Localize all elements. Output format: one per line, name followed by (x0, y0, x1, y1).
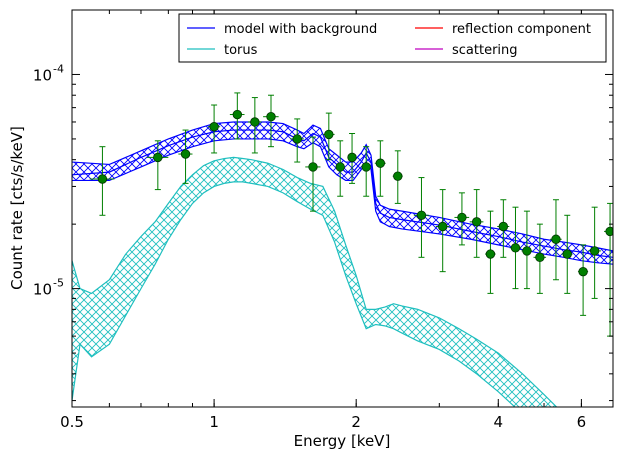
torus-lower-line (72, 181, 516, 407)
plot-frame (71, 9, 614, 408)
data-marker (250, 117, 260, 127)
model-mid-line (72, 129, 613, 258)
data-marker (180, 149, 191, 159)
data-marker (562, 249, 572, 259)
legend-label-torus: torus (224, 43, 258, 58)
y-tick-labels: 10-510-4 (33, 62, 64, 298)
data-marker (457, 212, 467, 223)
data-point (322, 112, 335, 161)
model-upper-line (72, 121, 613, 252)
data-point (509, 206, 522, 290)
data-marker (589, 246, 600, 256)
data-point (435, 189, 450, 273)
data-point (89, 146, 115, 216)
data-point (392, 150, 403, 204)
x-tick-label: 6 (577, 413, 587, 431)
data-point (374, 140, 386, 197)
data-point (588, 206, 601, 299)
data-point (533, 223, 547, 294)
legend-label-scattering: scattering (452, 43, 518, 58)
torus-band-fill (72, 157, 557, 407)
data-point (305, 136, 321, 212)
legend-box (178, 13, 607, 63)
data-point (146, 140, 169, 191)
data-marker (209, 122, 219, 132)
model-lower-line (72, 138, 613, 265)
data-marker (97, 174, 108, 184)
data-points (89, 92, 613, 337)
data-point (497, 199, 510, 258)
data-point (413, 177, 429, 258)
data-marker (375, 158, 386, 168)
data-marker (498, 221, 509, 232)
data-marker (471, 217, 482, 227)
data-point (454, 192, 470, 246)
data-marker (308, 162, 318, 172)
data-marker (266, 111, 276, 122)
data-point (604, 202, 613, 337)
data-point (577, 244, 589, 316)
model-band-fill (72, 121, 613, 265)
x-tick-labels: 0.5 1 2 4 6 (60, 413, 586, 431)
data-point (485, 210, 496, 294)
legend: model with background torus reflection c… (178, 13, 607, 63)
x-axis-label: Energy [keV] (294, 432, 391, 450)
data-point (361, 146, 372, 197)
legend-label-reflection: reflection component (452, 22, 591, 37)
data-marker (605, 226, 613, 237)
y-tick-exponent: -4 (53, 62, 64, 75)
data-marker (324, 129, 334, 140)
x-tick-label: 4 (494, 413, 504, 431)
data-marker (393, 171, 403, 181)
data-marker (535, 252, 545, 263)
y-tick-label: 10 (33, 66, 52, 84)
torus-upper-line (72, 156, 558, 407)
data-marker (232, 109, 243, 120)
model-band (72, 121, 613, 265)
data-point (561, 214, 573, 294)
x-tick-label: 0.5 (60, 413, 84, 431)
data-point (469, 189, 484, 258)
data-point (207, 104, 221, 154)
data-marker (510, 243, 521, 253)
data-point (229, 92, 245, 140)
data-point (521, 210, 533, 290)
x-tick-label: 1 (209, 413, 219, 431)
data-point (248, 97, 262, 154)
plot-area (72, 92, 613, 407)
data-marker (551, 234, 561, 244)
data-point (550, 199, 562, 281)
data-point (335, 140, 345, 197)
data-point (290, 118, 304, 163)
y-tick-label: 10 (33, 281, 52, 299)
y-axis-label: Count rate [cts/s/keV] (8, 126, 26, 290)
data-marker (153, 152, 163, 163)
data-marker (292, 134, 302, 144)
axis-ticks (71, 9, 614, 407)
data-point (347, 133, 357, 184)
data-marker (485, 249, 496, 259)
data-marker (416, 210, 427, 220)
torus-band (72, 156, 558, 407)
data-marker (335, 162, 345, 172)
y-tick-exponent: -5 (53, 277, 64, 290)
data-marker (361, 162, 371, 172)
legend-label-model: model with background (224, 22, 377, 37)
data-marker (578, 266, 588, 277)
x-tick-label: 2 (351, 413, 361, 431)
data-point (178, 129, 193, 184)
data-marker (522, 246, 532, 256)
data-point (263, 94, 279, 148)
data-marker (437, 221, 448, 232)
data-marker (347, 152, 357, 163)
